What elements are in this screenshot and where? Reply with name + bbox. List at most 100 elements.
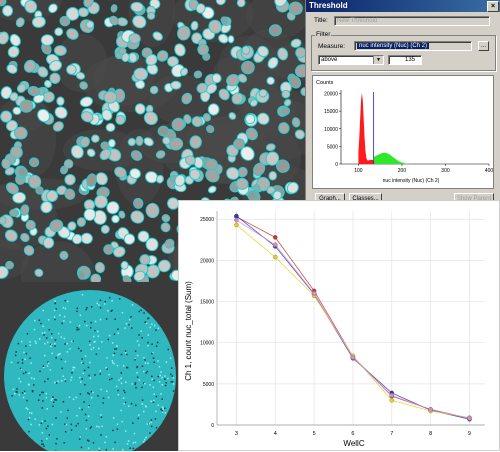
nucleus-outline	[7, 45, 20, 58]
well-speckle	[141, 337, 143, 339]
well-speckle	[89, 344, 91, 346]
well-speckle	[143, 356, 145, 359]
well-speckle	[88, 393, 90, 395]
nucleus-outline	[134, 103, 146, 115]
well-speckle	[99, 306, 102, 309]
well-speckle	[98, 425, 100, 428]
nucleus-outline	[85, 20, 95, 29]
nucleus-outline	[257, 45, 269, 58]
nucleus-outline	[171, 117, 186, 132]
threshold-input[interactable]: 135	[388, 55, 422, 65]
well-speckle	[117, 332, 119, 334]
nucleus-outline	[43, 79, 52, 88]
histogram-y-tick-label: 0	[335, 162, 338, 168]
well-speckle	[124, 327, 126, 329]
well-speckle	[73, 366, 76, 369]
well-speckle	[78, 324, 81, 327]
well-speckle	[45, 392, 47, 395]
well-speckle	[121, 448, 124, 451]
well-speckle	[59, 314, 61, 317]
filter-label: Filter	[315, 31, 332, 38]
well-speckle	[52, 405, 54, 408]
well-speckle	[45, 396, 48, 399]
nucleus-outline	[113, 246, 126, 258]
nucleus-outline	[291, 117, 301, 128]
measure-browse-button[interactable]: ...	[478, 41, 489, 51]
close-icon[interactable]: ×	[487, 1, 499, 12]
chevron-down-icon[interactable]: ▼	[373, 56, 383, 64]
well-speckle	[54, 318, 56, 321]
well-speckle	[21, 362, 24, 364]
well-speckle	[124, 350, 127, 352]
well-speckle	[42, 443, 44, 446]
well-speckle	[57, 332, 60, 335]
nucleus-outline	[137, 230, 150, 243]
well-speckle	[38, 319, 41, 321]
well-speckle	[86, 307, 88, 309]
well-speckle	[138, 344, 140, 346]
well-speckle	[113, 352, 116, 355]
well-speckle	[40, 443, 43, 445]
histogram-y-tick-label: 5000	[327, 144, 338, 150]
well-speckle	[144, 362, 147, 364]
well-speckle	[143, 370, 145, 373]
well-speckle	[116, 423, 119, 426]
well-speckle	[62, 306, 65, 309]
x-axis-label: WellC	[343, 439, 364, 448]
well-speckle	[154, 418, 157, 420]
well-speckle	[143, 382, 146, 385]
well-speckle	[92, 441, 95, 444]
well-speckle	[27, 383, 30, 385]
nucleus-outline	[157, 125, 169, 137]
well-speckle	[134, 358, 136, 360]
well-speckle	[120, 372, 123, 374]
well-speckle	[12, 388, 15, 391]
nucleus-outline	[143, 111, 158, 126]
well-speckle	[157, 375, 160, 378]
well-speckle	[151, 323, 153, 325]
nucleus-outline	[28, 157, 40, 168]
well-speckle	[47, 425, 49, 428]
nucleus-outline	[52, 121, 64, 132]
dialog-titlebar[interactable]: Threshold ×	[306, 0, 500, 12]
nucleus-outline	[167, 56, 179, 68]
nucleus-outline	[17, 167, 28, 178]
nucleus-outline	[133, 67, 149, 81]
well-speckle	[164, 375, 166, 377]
well-speckle	[171, 381, 174, 383]
well-speckle	[19, 367, 22, 370]
well-circle	[4, 290, 176, 451]
measure-field[interactable]: nuc intensity (Nuc) (Ch 2)	[354, 41, 472, 51]
nucleus-outline	[99, 148, 112, 161]
well-speckle	[100, 414, 102, 416]
well-speckle	[144, 321, 147, 323]
well-speckle	[85, 308, 87, 311]
comparison-select[interactable]: above ▼	[318, 55, 384, 65]
well-speckle	[108, 296, 111, 299]
well-speckle	[54, 342, 56, 345]
well-speckle	[133, 432, 136, 435]
y-tick-label: 25000	[200, 217, 214, 223]
nucleus-outline	[196, 82, 208, 94]
nucleus-outline	[56, 185, 67, 196]
well-speckle	[66, 351, 69, 353]
well-speckle	[56, 438, 58, 440]
well-speckle	[161, 411, 164, 413]
nucleus-outline	[105, 122, 116, 132]
nucleus-outline	[190, 20, 199, 31]
nucleus-outline	[237, 166, 248, 178]
measure-label: Measure:	[318, 43, 346, 50]
y-axis-label: Ch 1, count nuc_total (Sum)	[184, 281, 193, 381]
well-speckle	[80, 446, 83, 449]
well-speckle	[50, 336, 53, 339]
well-speckle	[17, 361, 19, 364]
well-speckle	[28, 384, 30, 386]
title-input[interactable]: New Threshold	[334, 16, 490, 26]
nucleus-outline	[12, 191, 27, 204]
well-speckle	[111, 309, 113, 312]
well-speckle	[64, 360, 67, 363]
well-speckle	[115, 348, 118, 350]
well-speckle	[161, 406, 164, 408]
nucleus-outline	[180, 67, 189, 77]
well-speckle	[44, 420, 46, 422]
